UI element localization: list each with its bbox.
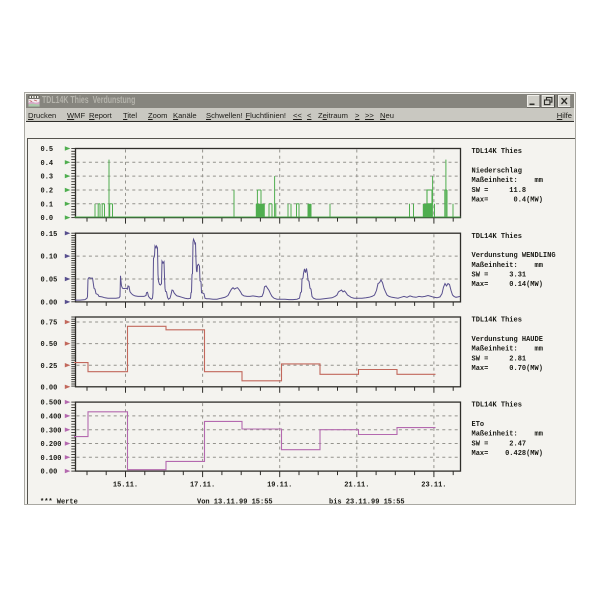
svg-text:0.25: 0.25: [41, 363, 58, 371]
svg-text:Verdunstung HAUDE: Verdunstung HAUDE: [472, 336, 543, 344]
svg-text:0.200: 0.200: [41, 441, 62, 449]
svg-text:0.3: 0.3: [41, 174, 54, 182]
svg-text:Maßeinheit: mm: Maßeinheit: mm: [472, 431, 543, 439]
svg-text:0.00: 0.00: [41, 384, 58, 392]
svg-text:SW = 11.8: SW = 11.8: [472, 187, 527, 195]
svg-text:SW = 2.81: SW = 2.81: [472, 355, 527, 363]
svg-text:ETo: ETo: [472, 421, 485, 429]
svg-text:Max= 0.4(MW): Max= 0.4(MW): [472, 197, 543, 205]
svg-text:0.75: 0.75: [41, 320, 58, 328]
svg-text:Maßeinheit: mm: Maßeinheit: mm: [472, 346, 543, 354]
svg-text:Von 13.11.99 15:55: Von 13.11.99 15:55: [197, 499, 273, 507]
svg-text:0.5: 0.5: [41, 146, 54, 154]
svg-text:19.11.: 19.11.: [267, 482, 292, 490]
svg-text:0.10: 0.10: [41, 254, 58, 262]
svg-text:0.00: 0.00: [41, 300, 58, 308]
svg-text:15.11.: 15.11.: [113, 482, 138, 490]
svg-text:0.1: 0.1: [41, 201, 54, 209]
svg-text:0.2: 0.2: [41, 188, 54, 196]
svg-text:Maßeinheit: mm: Maßeinheit: mm: [472, 177, 543, 185]
svg-text:*** Werte: *** Werte: [40, 499, 78, 507]
svg-text:0.300: 0.300: [41, 427, 62, 435]
svg-text:0.100: 0.100: [41, 455, 62, 463]
svg-text:0.00: 0.00: [41, 469, 58, 477]
svg-text:0.05: 0.05: [41, 277, 58, 285]
svg-text:0.0: 0.0: [41, 215, 54, 223]
svg-text:TDL14K Thies: TDL14K Thies: [472, 148, 522, 156]
svg-text:Max= 0.14(MW): Max= 0.14(MW): [472, 281, 543, 289]
svg-text:TDL14K Thies: TDL14K Thies: [472, 402, 522, 410]
svg-text:21.11.: 21.11.: [344, 482, 369, 490]
svg-text:bis 23.11.99 15:55: bis 23.11.99 15:55: [329, 499, 405, 507]
svg-text:0.500: 0.500: [41, 400, 62, 408]
svg-text:0.15: 0.15: [41, 231, 58, 239]
svg-text:TDL14K Thies: TDL14K Thies: [472, 233, 522, 241]
svg-text:SW = 2.47: SW = 2.47: [472, 440, 527, 448]
svg-text:Maßeinheit: mm: Maßeinheit: mm: [472, 262, 543, 270]
svg-text:Max= 0.428(MW): Max= 0.428(MW): [472, 450, 543, 458]
svg-text:0.50: 0.50: [41, 341, 58, 349]
svg-text:0.4: 0.4: [41, 160, 54, 168]
svg-text:17.11.: 17.11.: [190, 482, 215, 490]
svg-text:Max= 0.70(MW): Max= 0.70(MW): [472, 365, 543, 373]
svg-text:0.400: 0.400: [41, 414, 62, 422]
svg-text:23.11.: 23.11.: [421, 482, 446, 490]
svg-text:TDL14K Thies: TDL14K Thies: [472, 317, 522, 325]
svg-text:Niederschlag: Niederschlag: [472, 167, 522, 175]
svg-text:Verdunstung WENDLING: Verdunstung WENDLING: [472, 252, 556, 260]
svg-text:SW = 3.31: SW = 3.31: [472, 272, 527, 280]
